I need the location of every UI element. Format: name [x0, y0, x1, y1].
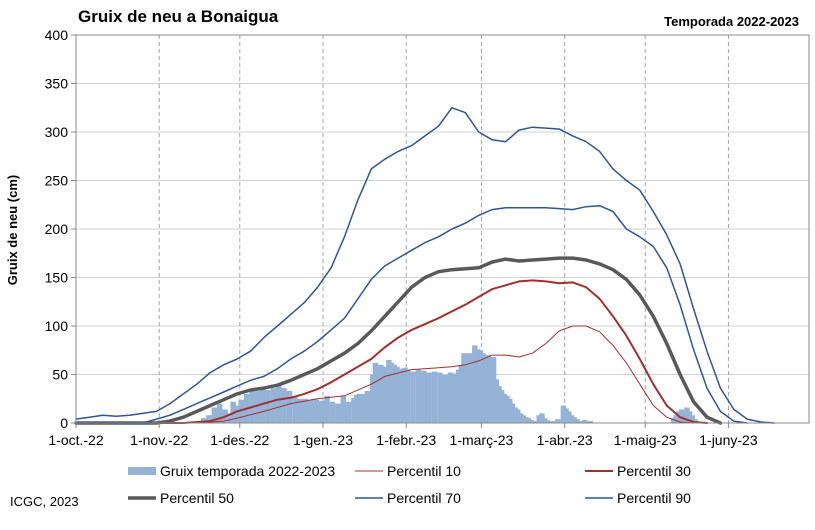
snow-depth-bar	[410, 371, 416, 423]
x-tick-label: 1-des.-22	[210, 432, 269, 448]
x-tick-label: 1-gen.-23	[293, 432, 353, 448]
snow-depth-bar	[206, 415, 212, 423]
x-tick-label: 1-abr.-23	[537, 432, 593, 448]
y-tick-label: 400	[45, 27, 69, 43]
legend-label: Percentil 90	[617, 490, 691, 506]
snow-depth-bar	[692, 419, 698, 423]
snow-depth-bar	[549, 421, 556, 423]
snow-depth-bar	[233, 405, 239, 423]
footer-credit: ICGC, 2023	[10, 494, 79, 509]
y-axis-ticks: 0 50 100 150 200 250 300 350 400	[45, 27, 76, 431]
snow-depth-bar	[270, 388, 277, 423]
series-line	[75, 204, 748, 424]
snow-depth-bar	[297, 398, 304, 423]
snow-depth-bar	[259, 389, 266, 423]
y-tick-label: 50	[52, 367, 68, 383]
snow-depth-bar	[587, 421, 593, 423]
snow-depth-bar	[442, 374, 449, 423]
x-tick-label: 1-maig-23	[614, 432, 677, 448]
snow-depth-bar	[437, 372, 443, 423]
snow-depth-bar	[421, 370, 427, 423]
y-tick-label: 150	[45, 270, 69, 286]
snow-depth-bar	[211, 407, 218, 423]
snow-depth-bar	[404, 369, 411, 423]
x-tick-label: 1-juny-23	[699, 432, 758, 448]
snow-depth-bar	[426, 372, 432, 423]
snow-depth-bar	[582, 420, 588, 423]
chart-title: Gruix de neu a Bonaigua	[78, 7, 279, 26]
legend-label: Percentil 30	[617, 463, 691, 479]
snow-depth-bar	[265, 390, 271, 423]
snow-depth-bar	[335, 403, 341, 423]
series-line	[75, 325, 694, 424]
x-tick-label: 1-març-23	[450, 432, 514, 448]
y-tick-label: 250	[45, 173, 69, 189]
y-tick-label: 350	[45, 76, 69, 92]
series-line	[74, 256, 723, 425]
y-axis-label: Gruix de neu (cm)	[5, 175, 20, 286]
snow-depth-bar	[238, 399, 244, 423]
y-tick-label: 300	[45, 124, 69, 140]
snow-depth-bar	[345, 401, 352, 423]
snow-depth-bar	[286, 390, 293, 423]
y-tick-label: 100	[45, 318, 69, 334]
snow-depth-bar	[324, 395, 330, 423]
snow-depth-bar	[318, 400, 325, 423]
snow-depth-bar	[292, 395, 298, 423]
series-line	[75, 107, 775, 424]
snow-depth-bar	[576, 421, 583, 423]
snow-depth-bar	[216, 403, 223, 423]
x-tick-label: 1-febr.-23	[376, 432, 436, 448]
legend-label: Percentil 50	[160, 490, 234, 506]
legend-label: Percentil 10	[387, 463, 461, 479]
x-tick-label: 1-oct.-22	[48, 432, 103, 448]
legend-label: Gruix temporada 2022-2023	[160, 463, 335, 479]
snow-depth-bar	[305, 400, 312, 423]
snow-depth-bar	[329, 401, 336, 423]
snow-depth-bar	[340, 395, 346, 423]
snow-depth-bar	[415, 369, 422, 423]
y-tick-label: 200	[45, 221, 69, 237]
snow-depth-bar	[431, 371, 438, 423]
snow-depth-bar	[555, 419, 561, 423]
percentile-lines	[74, 107, 775, 425]
chart-subtitle: Temporada 2022-2023	[664, 14, 799, 29]
y-tick-label: 0	[60, 415, 68, 431]
legend: Gruix temporada 2022-2023 Percentil 10 Per…	[128, 463, 691, 506]
legend-swatch	[128, 467, 156, 475]
x-axis-ticks: 1-oct.-22 1-nov.-22 1-des.-22 1-gen.-23 1-fe…	[48, 423, 758, 448]
snow-depth-bar	[276, 384, 282, 423]
grid-layer	[76, 35, 809, 423]
snow-depth-bar	[254, 390, 261, 423]
series-line	[75, 279, 708, 424]
x-tick-label: 1-nov.-22	[130, 432, 188, 448]
legend-label: Percentil 70	[387, 490, 461, 506]
snow-depth-bar	[313, 399, 320, 423]
